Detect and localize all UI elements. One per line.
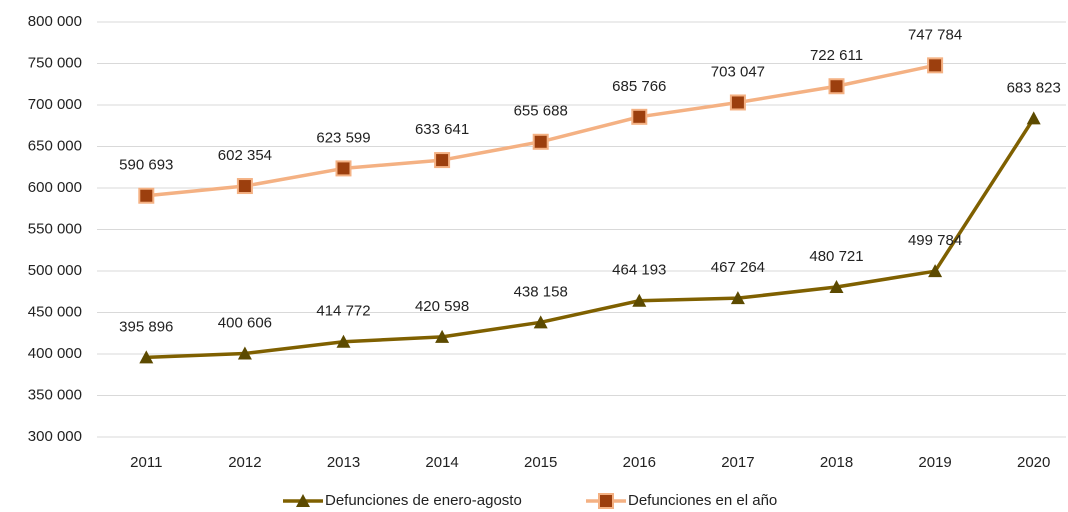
series-line <box>146 117 1036 360</box>
data-label: 722 611 <box>810 47 863 64</box>
data-label: 480 721 <box>809 248 863 265</box>
legend-label: Defunciones en el año <box>628 492 777 509</box>
data-label: 464 193 <box>612 262 666 279</box>
marker <box>139 350 154 364</box>
x-tick-label: 2019 <box>918 454 951 471</box>
data-label: 499 784 <box>908 232 962 249</box>
y-tick-label: 700 000 <box>28 96 82 113</box>
marker <box>434 152 451 169</box>
marker <box>435 329 450 343</box>
legend-marker <box>296 494 310 507</box>
y-tick-label: 800 000 <box>28 13 82 30</box>
marker <box>532 133 549 150</box>
data-label: 633 641 <box>415 121 469 138</box>
marker <box>729 94 746 111</box>
x-tick-label: 2016 <box>623 454 656 471</box>
x-tick-label: 2011 <box>130 454 162 471</box>
data-label: 467 264 <box>711 259 765 276</box>
marker <box>138 187 155 204</box>
data-label: 703 047 <box>711 63 765 80</box>
marker <box>927 57 944 74</box>
x-tick-label: 2015 <box>524 454 557 471</box>
marker <box>237 346 252 360</box>
marker <box>335 160 352 177</box>
marker <box>1026 111 1041 125</box>
marker <box>730 291 745 305</box>
data-label: 414 772 <box>316 303 370 320</box>
x-tick-label: 2013 <box>327 454 360 471</box>
y-tick-label: 600 000 <box>28 179 82 196</box>
x-tick-label: 2018 <box>820 454 853 471</box>
marker <box>236 178 253 195</box>
data-label: 602 354 <box>218 147 272 164</box>
y-tick-label: 350 000 <box>28 386 82 403</box>
y-tick-label: 550 000 <box>28 220 82 237</box>
y-tick-label: 650 000 <box>28 137 82 154</box>
marker <box>928 264 943 278</box>
series-line <box>146 63 936 198</box>
data-label: 623 599 <box>316 129 370 146</box>
legend-label: Defunciones de enero-agosto <box>325 492 522 509</box>
data-label: 420 598 <box>415 298 469 315</box>
marker <box>533 315 548 329</box>
y-tick-label: 450 000 <box>28 303 82 320</box>
marker <box>631 108 648 125</box>
data-label: 685 766 <box>612 78 666 95</box>
data-label: 395 896 <box>119 318 173 335</box>
x-tick-label: 2020 <box>1017 454 1050 471</box>
data-label: 747 784 <box>908 26 962 43</box>
marker <box>829 280 844 294</box>
y-tick-label: 750 000 <box>28 54 82 71</box>
data-label: 400 606 <box>218 314 272 331</box>
y-tick-label: 300 000 <box>28 428 82 445</box>
x-tick-label: 2012 <box>228 454 261 471</box>
marker <box>336 334 351 348</box>
data-label: 590 693 <box>119 157 173 174</box>
legend-marker <box>598 493 614 509</box>
y-tick-label: 400 000 <box>28 345 82 362</box>
data-label: 683 823 <box>1007 79 1061 96</box>
marker <box>632 293 647 307</box>
y-tick-label: 500 000 <box>28 262 82 279</box>
marker <box>828 78 845 95</box>
data-label: 438 158 <box>514 283 568 300</box>
data-label: 655 688 <box>514 103 568 120</box>
x-tick-label: 2017 <box>721 454 754 471</box>
x-tick-label: 2014 <box>425 454 458 471</box>
